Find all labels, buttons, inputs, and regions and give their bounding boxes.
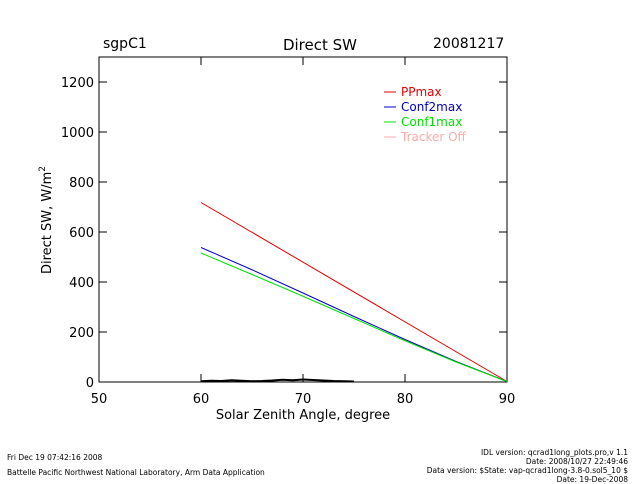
measured-series xyxy=(200,378,355,383)
y-tick-label: 1200 xyxy=(61,76,94,91)
legend-label: Conf2max xyxy=(401,100,462,114)
footer-organization: Battelle Pacific Northwest National Labo… xyxy=(7,468,265,477)
x-tick-label: 70 xyxy=(295,392,312,407)
x-tick-label: 50 xyxy=(91,392,108,407)
legend-label: Conf1max xyxy=(401,115,462,129)
chart-title: Direct SW xyxy=(282,36,358,54)
y-tick-label: 1000 xyxy=(61,126,94,141)
x-tick-label: 90 xyxy=(499,392,516,407)
y-axis-label: Direct SW, W/m2 xyxy=(38,166,55,274)
date-label: 20081217 xyxy=(433,36,505,52)
y-tick-label: 400 xyxy=(69,276,94,291)
footer-idl-date: Date: 2008/10/27 22:49:46 xyxy=(525,457,628,466)
series-line-ppmax xyxy=(200,202,508,382)
footer-right: IDL version: qcrad1long_plots.pro,v 1.1 … xyxy=(427,448,628,484)
y-tick-label: 0 xyxy=(86,376,94,391)
footer-left: Fri Dec 19 07:42:16 2008 Battelle Pacifi… xyxy=(7,453,265,477)
legend-label: Tracker Off xyxy=(400,130,467,144)
site-label: sgpC1 xyxy=(103,36,147,52)
axis-ticks: 50 60 70 80 90 0 200 400 600 800 1000 1200 xyxy=(61,57,515,407)
x-tick-label: 60 xyxy=(193,392,210,407)
y-tick-label: 600 xyxy=(69,226,94,241)
y-tick-label: 800 xyxy=(69,176,94,191)
x-tick-label: 80 xyxy=(397,392,414,407)
legend-label: PPmax xyxy=(401,85,442,99)
x-axis-label: Solar Zenith Angle, degree xyxy=(216,408,390,423)
footer-timestamp: Fri Dec 19 07:42:16 2008 xyxy=(7,453,103,462)
measured-line xyxy=(200,378,355,383)
series-line-conf1max xyxy=(200,252,508,382)
y-tick-label: 200 xyxy=(69,326,94,341)
footer-idl-version: IDL version: qcrad1long_plots.pro,v 1.1 xyxy=(480,448,628,457)
footer-data-version: Data version: $State: vap-qcrad1long-3.8… xyxy=(426,466,628,475)
series-line-conf2max xyxy=(200,247,508,382)
series-lines xyxy=(200,202,508,382)
